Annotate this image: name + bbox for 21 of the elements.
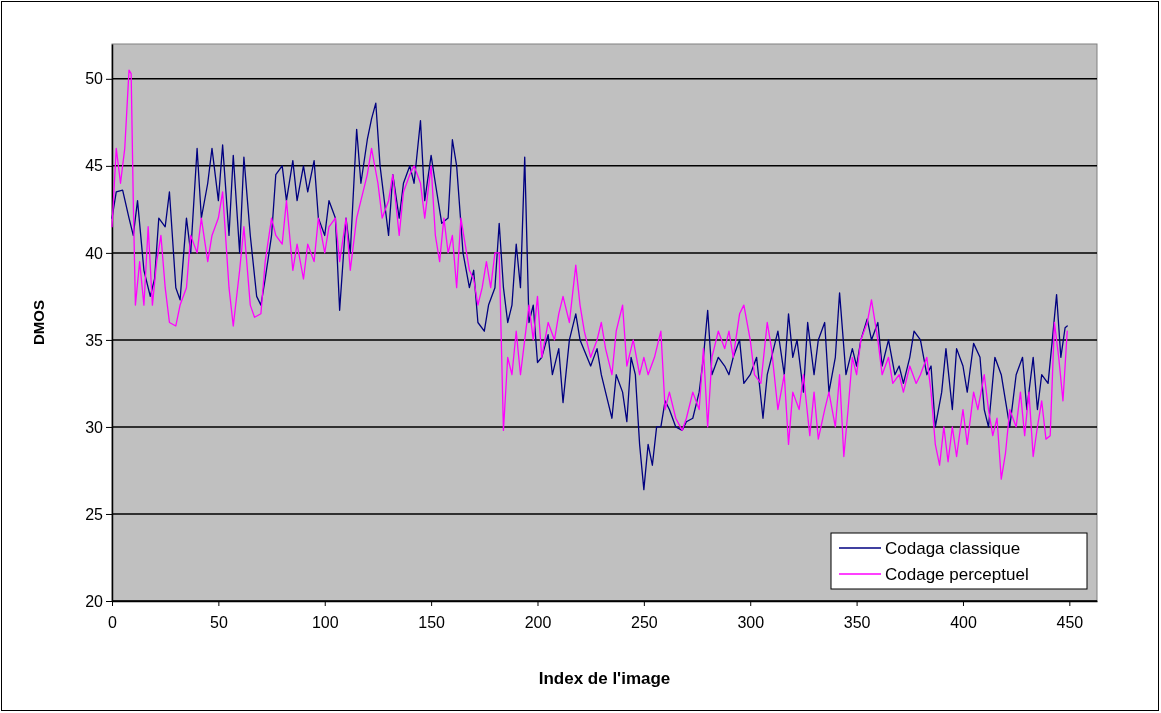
x-tick-label: 300 — [737, 614, 765, 632]
x-tick-label: 150 — [418, 614, 446, 632]
x-tick-label: 400 — [950, 614, 977, 632]
y-tick-label: 45 — [85, 157, 104, 175]
legend-label: Codaga classique — [885, 539, 1021, 558]
x-tick-label: 200 — [524, 614, 552, 632]
y-tick-label: 50 — [85, 70, 104, 88]
legend-label: Codage perceptuel — [885, 565, 1029, 584]
y-tick-label: 30 — [85, 418, 104, 436]
x-tick-label: 0 — [108, 614, 118, 632]
y-tick-label: 20 — [85, 592, 104, 610]
x-tick-label: 350 — [843, 614, 871, 632]
x-tick-label: 450 — [1056, 614, 1084, 632]
y-axis-title: DMOS — [30, 300, 47, 345]
x-axis-title: Index de l'image — [538, 669, 671, 688]
y-tick-label: 40 — [85, 244, 104, 262]
y-tick-label: 35 — [85, 331, 104, 349]
x-tick-label: 50 — [209, 614, 228, 632]
y-tick-label: 25 — [85, 505, 104, 523]
x-tick-label: 250 — [631, 614, 658, 632]
x-tick-label: 100 — [311, 614, 339, 632]
